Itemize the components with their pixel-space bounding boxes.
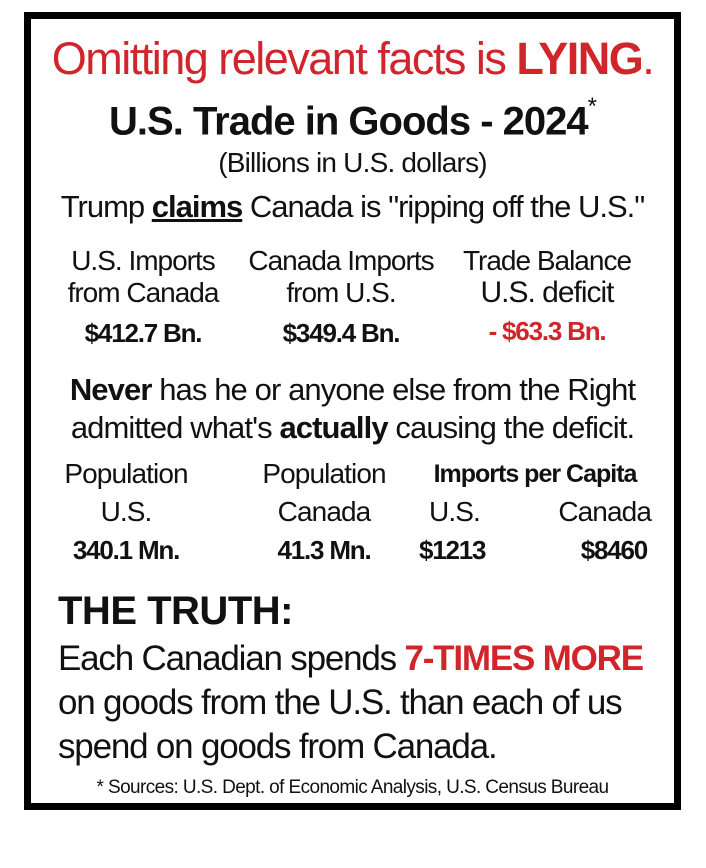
never-part1: has he or anyone else from the Right [151,372,636,407]
title-text: U.S. Trade in Goods - 2024 [109,99,589,144]
trade-col-balance: Trade Balance U.S. deficit - $63.3 Bn. [447,245,647,347]
trade-value: $349.4 Bn. [282,318,401,348]
per-capita-us-value: $1213 [419,535,487,565]
trade-label-line1: U.S. Imports [71,245,216,276]
headline: Omitting relevant facts is LYING. [31,33,674,85]
population-canada: Population Canada 41.3 Mn. [239,455,409,569]
trade-label-line2: U.S. deficit [480,276,614,309]
per-capita-label: Imports per Capita [433,460,638,488]
population-value: 340.1 Mn. [72,535,180,565]
title-footnote-mark: * [587,93,597,120]
page-title: U.S. Trade in Goods - 2024* [31,93,674,144]
never-emphasis: Never [69,372,153,407]
poster-frame: Omitting relevant facts is LYING. U.S. T… [24,12,681,810]
per-capita-us-label: U.S. [429,496,481,527]
trade-col-canada-imports: Canada Imports from U.S. $349.4 Bn. [241,245,441,349]
truth-line3: spend on goods from Canada. [58,727,498,766]
trade-label-line2: from Canada [67,277,220,308]
population-label: Population [262,458,386,489]
trade-label-line1: Trade Balance [462,245,632,276]
never-actually: actually [279,410,388,445]
never-part2: admitted what's [70,410,280,445]
population-label: Population [64,458,188,489]
population-value: 41.3 Mn. [277,535,372,565]
population-country: U.S. [100,496,153,527]
trade-label-line2: from U.S. [286,277,396,308]
never-part3: causing the deficit. [387,410,635,445]
claim-prefix: Trump [60,189,152,224]
per-capita-canada-value: $8460 [580,535,649,565]
trade-deficit-value: - $63.3 Bn. [488,316,607,346]
trade-col-us-imports: U.S. Imports from Canada $412.7 Bn. [43,245,243,349]
per-capita-canada-label: Canada [558,496,652,527]
truth-heading: THE TRUTH: [58,589,293,633]
truth-line1-prefix: Each Canadian spends [58,639,405,678]
headline-prefix: Omitting relevant facts is [51,33,517,84]
sources-footnote: * Sources: U.S. Dept. of Economic Analys… [96,777,610,798]
truth-body: Each Canadian spends 7-TIMES MORE on goo… [58,637,644,769]
claim-line: Trump claims Canada is "ripping off the … [31,189,674,225]
population-us: Population U.S. 340.1 Mn. [41,455,211,569]
truth-emphasis: 7-TIMES MORE [404,639,644,678]
claim-suffix: Canada is "ripping off the U.S." [242,189,645,224]
imports-per-capita: Imports per Capita U.S. Canada $1213 $84… [415,455,655,569]
subtitle: (Billions in U.S. dollars) [218,147,487,178]
trade-value: $412.7 Bn. [84,318,203,348]
claim-emphasis: claims [151,189,244,224]
headline-emphasis: LYING [516,33,643,84]
headline-suffix: . [642,33,655,84]
truth-line2: on goods from the U.S. than each of us [58,683,623,722]
never-statement: Never has he or anyone else from the Rig… [31,371,674,447]
trade-label-line1: Canada Imports [248,245,434,276]
population-country: Canada [277,496,372,527]
